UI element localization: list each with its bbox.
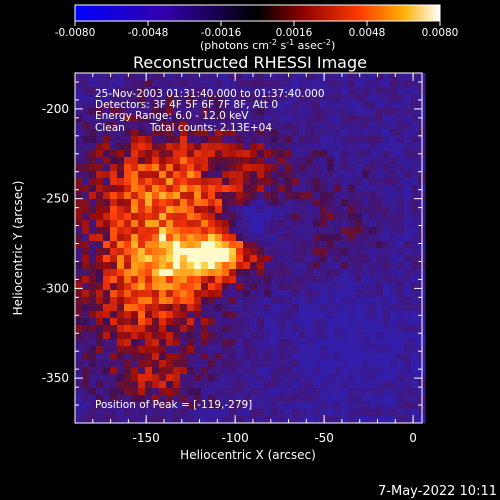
colorbar-tick-label: 0.0048 bbox=[349, 27, 386, 39]
colorbar-unit-label: (photons cm-2 s-1 asec-2) bbox=[200, 38, 335, 52]
colorbar-ticks: -0.0080 -0.0048 -0.0016 0.0016 0.0048 0.0080 bbox=[55, 21, 459, 39]
y-tick-label: -300 bbox=[42, 281, 69, 295]
info-method: Clean bbox=[95, 122, 125, 134]
plot-title: Reconstructed RHESSI Image bbox=[133, 53, 367, 72]
colorbar-tick-label: -0.0080 bbox=[55, 27, 96, 39]
footer-date: 7-May-2022 10:11 bbox=[378, 484, 497, 499]
y-tick-label: -200 bbox=[42, 102, 69, 116]
x-tick-label: -150 bbox=[133, 431, 160, 445]
colorbar-tick-label: -0.0016 bbox=[201, 27, 242, 39]
x-tick-label: -50 bbox=[314, 431, 334, 445]
colorbar-tick-label: -0.0048 bbox=[128, 27, 169, 39]
colorbar-tick-label: 0.0080 bbox=[422, 27, 459, 39]
info-total-counts: Total counts: 2.13E+04 bbox=[149, 122, 272, 134]
x-axis-label: Heliocentric X (arcsec) bbox=[180, 448, 316, 462]
peak-position-label: Position of Peak = [-119,-279] bbox=[95, 399, 252, 411]
y-tick-label: -350 bbox=[42, 371, 69, 385]
y-tick-label: -250 bbox=[42, 192, 69, 206]
info-energy-range: Energy Range: 6.0 - 12.0 keV bbox=[95, 110, 249, 122]
colorbar bbox=[75, 5, 440, 21]
x-tick-label: 0 bbox=[409, 431, 417, 445]
x-tick-label: -100 bbox=[222, 431, 249, 445]
y-axis-label: Heliocentric Y (arcsec) bbox=[11, 181, 25, 316]
